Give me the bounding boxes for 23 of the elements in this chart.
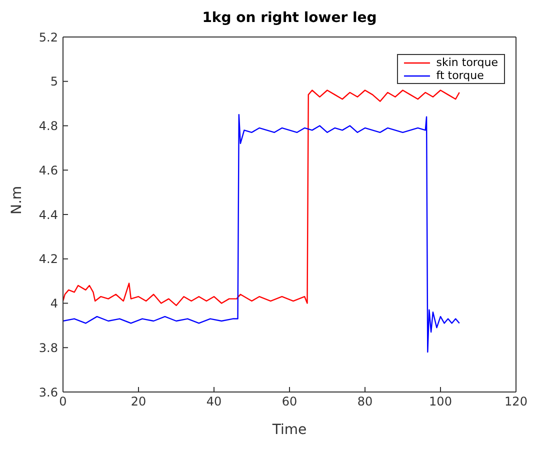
y-axis-title: N.m: [8, 186, 25, 214]
line-series: [63, 90, 460, 306]
x-axis-title: Time: [271, 422, 307, 438]
x-tick-label: 0: [59, 394, 67, 409]
chart-title: 1kg on right lower leg: [201, 9, 378, 28]
y-tick-label: 4.6: [38, 163, 58, 178]
legend-label: skin torque: [436, 56, 498, 69]
line-series: [63, 114, 460, 353]
x-tick-label: 80: [357, 394, 373, 409]
y-tick-label: 4.4: [38, 208, 58, 222]
y-tick-label: 5.2: [38, 30, 58, 44]
y-tick-label: 3.6: [38, 385, 58, 400]
x-tick-label: 40: [206, 394, 222, 409]
x-tick-label: 60: [282, 394, 298, 409]
x-tick-label: 20: [130, 394, 146, 409]
legend-label: ft torque: [436, 69, 484, 82]
y-tick-label: 3.8: [38, 340, 58, 355]
y-tick-label: 4.2: [38, 252, 58, 266]
x-tick-label: 100: [429, 394, 452, 409]
y-tick-label: 5: [50, 74, 58, 89]
y-tick-label: 4: [50, 296, 58, 311]
x-tick-label: 120: [504, 394, 528, 409]
y-tick-label: 4.8: [38, 119, 58, 134]
